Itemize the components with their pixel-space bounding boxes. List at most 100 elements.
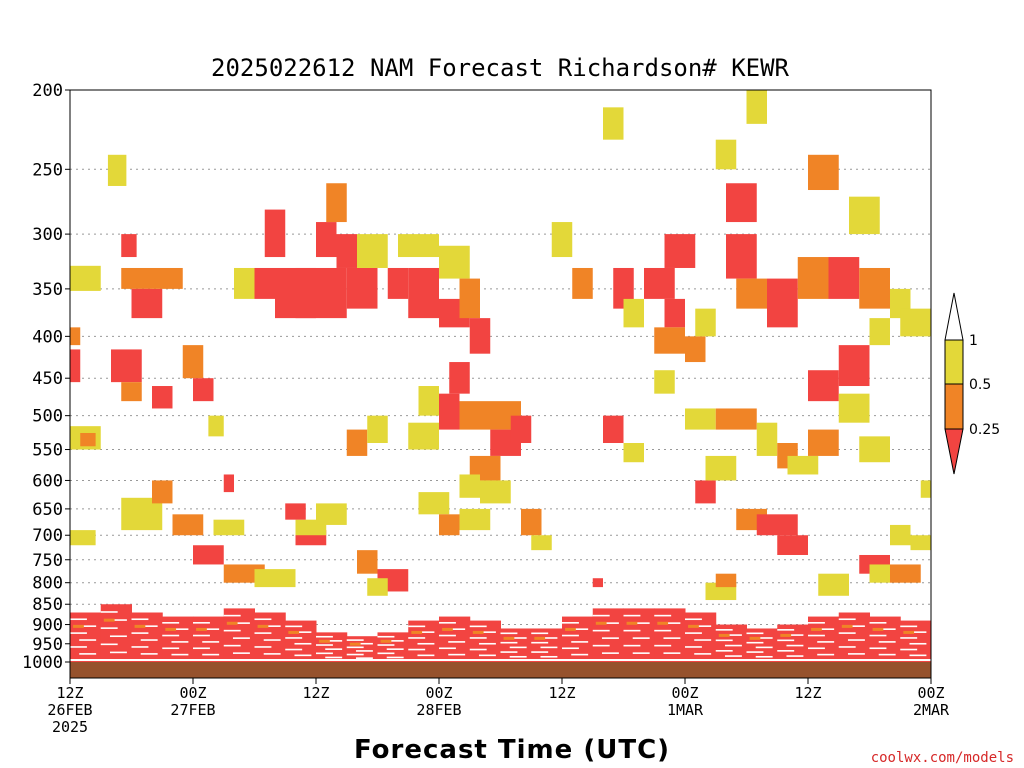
x-tick-label: 12Z [794,684,821,702]
pbl-gap [540,646,558,649]
pbl-mid-patch [349,642,361,646]
ri-cell [726,183,757,223]
ri-cell [685,408,716,430]
pbl-gap [325,656,343,659]
pbl-mid-patch [442,627,453,631]
ri-cell [439,514,460,536]
pbl-gap [417,642,435,645]
ri-cell [449,362,470,394]
y-tick-label: 1000 [22,653,63,673]
pbl-gap [623,614,641,617]
pbl-mid-patch [595,621,607,625]
ri-cell [70,265,101,291]
pbl-gap [755,655,773,658]
pbl-gap [540,655,558,658]
pbl-gap [724,644,742,647]
x-tick-label: 00Z [917,684,944,702]
pbl-gap [140,653,158,655]
pbl-gap [70,618,87,621]
pbl-gap [469,648,487,651]
pbl-gap [654,629,672,632]
pbl-gap [601,637,619,639]
color-legend: 1 0.5 0.25 [944,292,1000,475]
ri-cell [80,432,96,447]
pbl-gap [869,622,887,624]
ri-cell [890,524,911,546]
legend-swatch [944,339,964,385]
pbl-gap [325,640,343,642]
ri-cell [121,234,137,258]
pbl-gap [786,634,804,636]
pbl-gap [500,641,518,644]
pbl-gap [817,641,835,643]
pbl-gap [909,642,927,645]
pbl-gap [838,632,856,634]
ri-cell [777,535,808,555]
ri-cell [264,209,286,258]
ri-cell [736,278,767,309]
pbl-gap [685,646,702,648]
ri-cell [316,503,347,525]
pbl-gap [448,653,466,656]
ri-cell [838,345,870,387]
pbl-gap [469,625,487,628]
pbl-mid-patch [565,627,576,631]
pbl-segment [654,608,686,662]
pbl-gap [131,618,149,621]
pbl-mid-patch [380,639,392,643]
ri-cell [121,382,142,402]
ri-cell [152,386,173,409]
pbl-gap [377,644,395,646]
pbl-gap [355,650,373,652]
ri-cell [572,267,593,299]
ri-cell [756,514,798,536]
pbl-gap [100,627,118,629]
pbl-gap [232,622,250,624]
pbl-gap [346,653,364,656]
x-tick-label: 12Z [548,684,575,702]
pbl-gap [592,644,610,647]
y-tick-label: 450 [32,369,63,389]
ri-cell [254,569,296,588]
ri-cell [613,267,634,309]
pbl-gap [131,632,149,634]
ri-cell [326,183,347,223]
pbl-mid-patch [472,630,484,634]
y-axis: 200 250 300 350 400 450 500 550 600 650 700 750 8008… [22,81,70,673]
pbl-gap [109,619,127,621]
y-tick-label: 550 [32,441,63,461]
ri-cell [398,234,439,258]
pbl-gap [715,629,733,631]
ri-cell [603,415,624,444]
ri-cell [459,474,480,498]
pbl-gap [417,631,435,633]
pbl-gap [777,639,795,642]
plot-frame [69,89,932,679]
ri-cell [459,401,480,430]
ri-cell [767,278,798,328]
y-tick-label: 400 [32,327,63,347]
ri-cell [828,257,860,299]
pbl-gap [140,639,158,641]
pbl-gap [162,634,180,637]
pbl-gap [562,647,579,650]
ri-cell [808,370,839,402]
pbl-gap [386,640,404,642]
ri-cell [654,370,675,394]
ri-cell [234,267,255,299]
x-tick-label: 2025 [52,718,88,736]
ri-cell [551,222,573,258]
pbl-gap [140,625,158,627]
y-tick-label: 950 [32,635,63,655]
pbl-gap [202,641,220,643]
y-tick-label: 500 [32,407,63,427]
ri-cell [838,393,870,423]
pbl-gap [571,628,589,630]
ri-cell [849,196,880,235]
pbl-gap [909,654,927,657]
legend-arrow-bottom [944,428,964,475]
pbl-gap [847,625,865,627]
pbl-gap [715,639,733,642]
y-tick-label: 750 [32,551,63,571]
